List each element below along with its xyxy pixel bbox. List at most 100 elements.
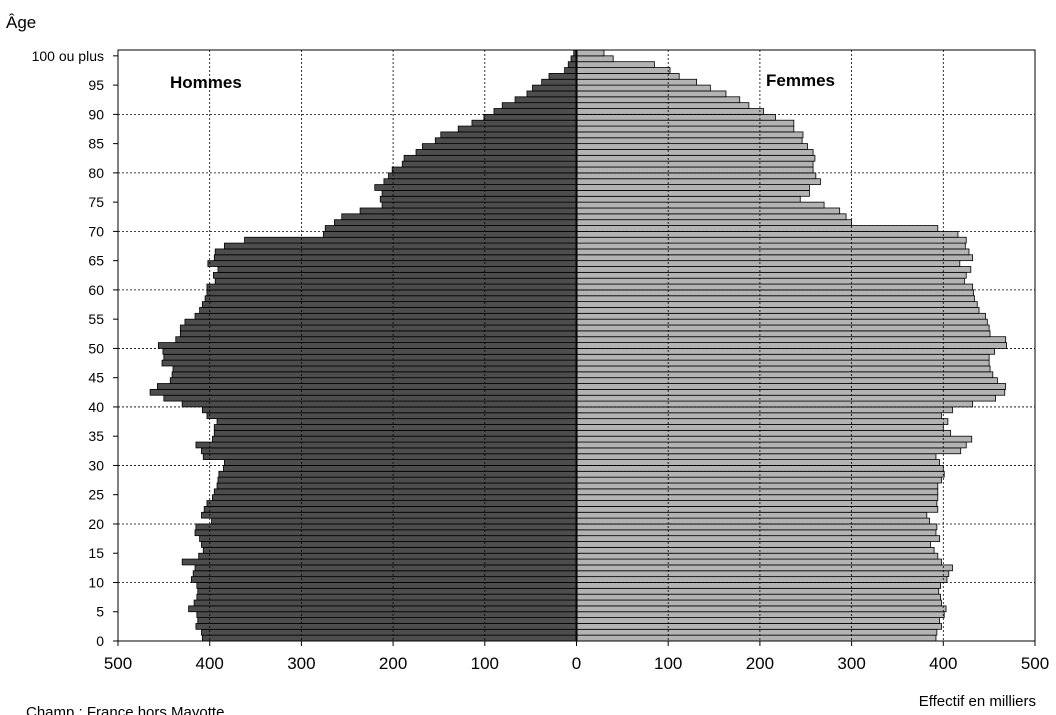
y-tick-label: 20 bbox=[88, 516, 104, 532]
bar-hommes-age-64 bbox=[207, 260, 577, 267]
bar-femmes-age-12 bbox=[576, 564, 953, 572]
bar-femmes-age-22 bbox=[576, 506, 939, 513]
bar-hommes-age-85 bbox=[434, 137, 577, 145]
bar-femmes-age-94 bbox=[576, 84, 711, 92]
y-tick-label: 80 bbox=[88, 165, 104, 181]
bar-hommes-age-11 bbox=[192, 570, 577, 578]
bar-femmes-age-11 bbox=[576, 570, 950, 578]
bar-hommes-age-6 bbox=[193, 599, 577, 607]
bar-femmes-age-80 bbox=[576, 166, 814, 174]
bar-femmes-age-7 bbox=[576, 593, 941, 601]
bar-femmes-age-67 bbox=[576, 242, 966, 250]
bar-hommes-age-93 bbox=[526, 90, 577, 98]
bar-femmes-age-37 bbox=[576, 418, 949, 425]
bar-femmes-age-75 bbox=[576, 195, 801, 203]
bar-hommes-age-55 bbox=[194, 312, 577, 320]
bar-femmes-age-15 bbox=[576, 546, 935, 554]
bar-femmes-age-18 bbox=[576, 529, 937, 537]
bar-femmes-age-98 bbox=[576, 61, 655, 68]
bar-hommes-age-27 bbox=[217, 476, 577, 484]
bar-hommes-age-61 bbox=[214, 277, 577, 285]
bar-hommes-age-96 bbox=[548, 73, 577, 80]
bar-hommes-age-67 bbox=[223, 242, 577, 250]
bar-hommes-age-44 bbox=[169, 377, 577, 384]
bar-femmes-age-90 bbox=[576, 108, 764, 115]
series-label-hommes: Hommes bbox=[170, 73, 242, 92]
bar-hommes-age-14 bbox=[198, 552, 577, 560]
bar-femmes-age-68 bbox=[576, 236, 967, 244]
bar-femmes-age-91 bbox=[576, 102, 750, 109]
bar-hommes-age-5 bbox=[188, 605, 577, 613]
bar-hommes-age-81 bbox=[401, 160, 577, 168]
y-tick-label: 60 bbox=[88, 282, 104, 298]
bar-hommes-age-92 bbox=[514, 96, 577, 104]
bar-hommes-age-30 bbox=[223, 459, 577, 466]
y-tick-label: 25 bbox=[88, 487, 104, 503]
y-tick-label: 70 bbox=[88, 223, 104, 239]
bar-femmes-age-26 bbox=[576, 482, 939, 490]
bar-femmes-age-76 bbox=[576, 190, 810, 197]
bar-femmes-age-48 bbox=[576, 353, 990, 361]
bar-femmes-age-28 bbox=[576, 470, 945, 478]
bar-hommes-age-8 bbox=[197, 587, 577, 595]
bar-femmes-age-6 bbox=[576, 599, 942, 607]
x-tick-label: 200 bbox=[379, 654, 407, 673]
bar-femmes-age-83 bbox=[576, 149, 814, 156]
x-tick-label: 300 bbox=[287, 654, 315, 673]
bar-femmes-age-88 bbox=[576, 119, 795, 127]
bar-hommes-age-41 bbox=[163, 394, 577, 402]
bar-hommes-age-1 bbox=[201, 628, 577, 636]
bar-femmes-age-3 bbox=[576, 617, 941, 624]
bar-femmes-age-8 bbox=[576, 587, 940, 595]
bar-hommes-age-72 bbox=[341, 213, 577, 221]
x-tick-label: 200 bbox=[746, 654, 774, 673]
y-tick-label: 65 bbox=[88, 253, 104, 269]
bar-femmes-age-99 bbox=[576, 55, 614, 63]
bar-femmes-age-51 bbox=[576, 336, 1007, 343]
bar-femmes-age-100 bbox=[576, 49, 605, 57]
bar-hommes-age-36 bbox=[213, 424, 577, 431]
grid-lines bbox=[118, 50, 1035, 641]
bar-femmes-age-55 bbox=[576, 312, 986, 320]
bar-hommes-age-74 bbox=[381, 201, 577, 209]
bar-hommes-age-38 bbox=[206, 412, 577, 420]
bar-femmes-age-64 bbox=[576, 260, 961, 267]
bar-hommes-age-76 bbox=[381, 190, 577, 197]
bar-femmes-age-4 bbox=[576, 611, 945, 618]
bar-hommes-age-45 bbox=[171, 371, 577, 379]
bar-hommes-age-53 bbox=[179, 324, 577, 332]
bar-femmes-age-21 bbox=[576, 511, 928, 519]
bar-femmes-age-44 bbox=[576, 377, 998, 384]
y-tick-label: 35 bbox=[88, 428, 104, 444]
bar-hommes-age-10 bbox=[190, 576, 577, 583]
bar-femmes-age-40 bbox=[576, 400, 974, 408]
bar-femmes-age-53 bbox=[576, 324, 990, 332]
bar-hommes-age-75 bbox=[379, 195, 577, 203]
bar-femmes-age-77 bbox=[576, 184, 810, 191]
y-tick-label: 75 bbox=[88, 194, 104, 210]
bar-hommes-age-95 bbox=[541, 78, 577, 86]
y-tick-label: 5 bbox=[96, 604, 104, 620]
bar-femmes-age-56 bbox=[576, 307, 980, 314]
bar-femmes-age-2 bbox=[576, 623, 942, 630]
bar-femmes-age-95 bbox=[576, 78, 698, 86]
bar-femmes-age-87 bbox=[576, 125, 795, 133]
bar-hommes-age-43 bbox=[157, 383, 577, 390]
bar-hommes-age-58 bbox=[204, 295, 577, 303]
bar-femmes-age-89 bbox=[576, 113, 776, 121]
bar-hommes-age-90 bbox=[493, 108, 577, 115]
bar-femmes-age-93 bbox=[576, 90, 727, 98]
bar-femmes-age-17 bbox=[576, 535, 941, 542]
bar-hommes-age-12 bbox=[194, 564, 577, 572]
bar-femmes-age-9 bbox=[576, 582, 941, 589]
y-tick-label: 85 bbox=[88, 136, 104, 152]
bar-femmes-age-39 bbox=[576, 406, 953, 414]
bar-femmes-age-69 bbox=[576, 230, 959, 238]
bar-hommes-age-7 bbox=[196, 593, 577, 601]
bar-hommes-age-16 bbox=[201, 541, 577, 548]
bar-hommes-age-37 bbox=[216, 418, 577, 425]
bar-femmes-age-50 bbox=[576, 342, 1007, 349]
x-axis-label: Effectif en milliers bbox=[919, 693, 1036, 710]
bar-hommes-age-71 bbox=[334, 219, 577, 226]
bar-hommes-age-24 bbox=[212, 494, 577, 501]
